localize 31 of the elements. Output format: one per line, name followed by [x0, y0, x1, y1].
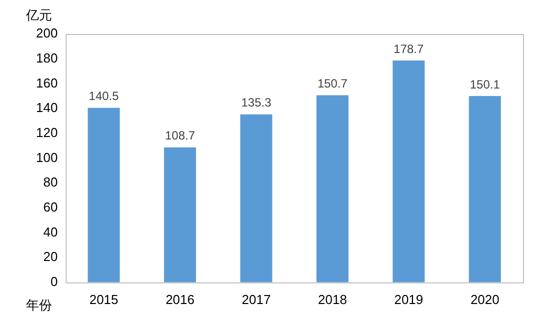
x-tick-label: 2015 [89, 292, 118, 307]
data-label: 150.1 [470, 77, 500, 92]
data-label: 140.5 [88, 89, 120, 104]
y-tick-label: 140 [36, 100, 58, 116]
y-tick-label: 200 [36, 26, 58, 41]
y-tick-label: 20 [43, 249, 58, 264]
y-axis-title: 亿元 [25, 8, 52, 23]
x-tick-label: 2017 [242, 292, 271, 307]
x-tick-label: 2016 [166, 292, 194, 307]
y-tick-label: 0 [50, 274, 58, 289]
data-label: 178.7 [394, 42, 424, 56]
bar [392, 60, 425, 282]
x-axis-title: 年份 [26, 298, 52, 313]
y-tick-label: 100 [36, 150, 58, 165]
data-label: 150.7 [317, 76, 348, 91]
bar [316, 95, 348, 282]
bar [468, 96, 501, 282]
x-tick-label: 2018 [318, 292, 347, 307]
x-tick-label: 2020 [470, 292, 500, 307]
bar [164, 147, 196, 282]
data-label: 108.7 [165, 128, 196, 143]
data-label: 135.3 [241, 96, 272, 110]
y-tick-label: 160 [36, 75, 58, 90]
bar [88, 108, 120, 282]
y-tick-label: 180 [36, 50, 58, 66]
y-tick-label: 40 [43, 224, 58, 240]
y-tick-label: 80 [43, 174, 58, 190]
y-tick-label: 60 [43, 199, 58, 214]
bar [240, 114, 272, 282]
y-tick-label: 120 [36, 124, 58, 140]
x-tick-label: 2019 [394, 292, 424, 307]
